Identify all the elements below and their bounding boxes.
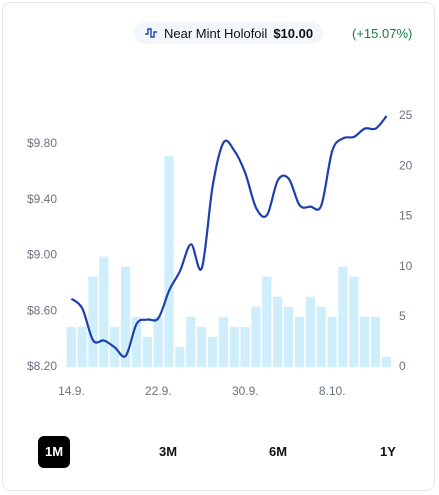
volume-bar: [186, 316, 196, 367]
volume-bar: [370, 316, 381, 367]
y-tick-label: $8.60: [27, 303, 57, 317]
series-name: Near Mint Holofoil: [164, 25, 268, 41]
range-button[interactable]: 1Y: [380, 444, 396, 459]
volume-bar: [338, 266, 348, 367]
volume-bar: [207, 336, 218, 367]
y2-tick-label: 20: [399, 158, 413, 172]
price-change: (+15.07%): [352, 26, 413, 41]
y-tick-label: $9.40: [27, 192, 57, 206]
volume-bar: [305, 296, 315, 367]
y2-tick-label: 15: [399, 209, 413, 223]
volume-bar: [131, 316, 142, 367]
range-button[interactable]: 6M: [268, 444, 288, 459]
volume-bar: [327, 316, 337, 367]
volume-bar: [360, 316, 370, 367]
volume-bar: [229, 326, 239, 367]
range-button[interactable]: 3M: [158, 444, 178, 459]
y-tick-label: $9.80: [27, 136, 57, 150]
volume-bar: [164, 156, 174, 367]
x-tick-label: 22.9.: [145, 384, 172, 398]
volume-bar: [218, 316, 228, 367]
volume-bar: [77, 326, 87, 367]
x-tick-label: 30.9.: [232, 384, 259, 398]
volume-bar: [283, 306, 294, 367]
y2-tick-label: 5: [399, 309, 406, 323]
volume-bar: [273, 296, 283, 367]
volume-bar: [153, 316, 163, 367]
volume-bar: [197, 326, 207, 367]
volume-bar: [175, 346, 185, 367]
price: $10.00: [273, 25, 314, 41]
volume-bar: [294, 316, 305, 367]
range-buttons: 1M 3M 6M 1Y: [38, 436, 398, 468]
volume-bar: [262, 276, 272, 367]
range-button[interactable]: 1M: [38, 436, 70, 468]
volume-bar: [99, 256, 109, 367]
volume-bar: [66, 326, 76, 367]
volume-bar: [240, 326, 250, 367]
y-tick-label: $8.20: [27, 359, 57, 373]
y2-tick-label: 10: [399, 259, 413, 273]
line-icon: [145, 28, 157, 38]
x-tick-label: 14.9.: [58, 384, 85, 398]
volume-bar: [120, 266, 131, 367]
card: [2, 2, 435, 491]
x-tick-label: 8.10.: [319, 384, 346, 398]
volume-bar: [142, 336, 152, 367]
volume-bar: [88, 276, 98, 367]
y2-tick-label: 0: [399, 359, 406, 373]
price-line: [70, 115, 388, 358]
volume-bar: [349, 276, 359, 367]
chart: $8.20 $8.60 $9.00 $9.40 $9.80 0 5 10 15 20 25 14.9.…: [27, 108, 413, 398]
y-tick-label: $9.00: [27, 248, 57, 262]
volume-bar: [381, 356, 391, 367]
y2-tick-label: 25: [399, 108, 413, 122]
volume-bar: [251, 306, 261, 367]
volume-bar: [316, 306, 326, 367]
legend-pill: Near Mint Holofoil $10.00: [134, 22, 324, 44]
